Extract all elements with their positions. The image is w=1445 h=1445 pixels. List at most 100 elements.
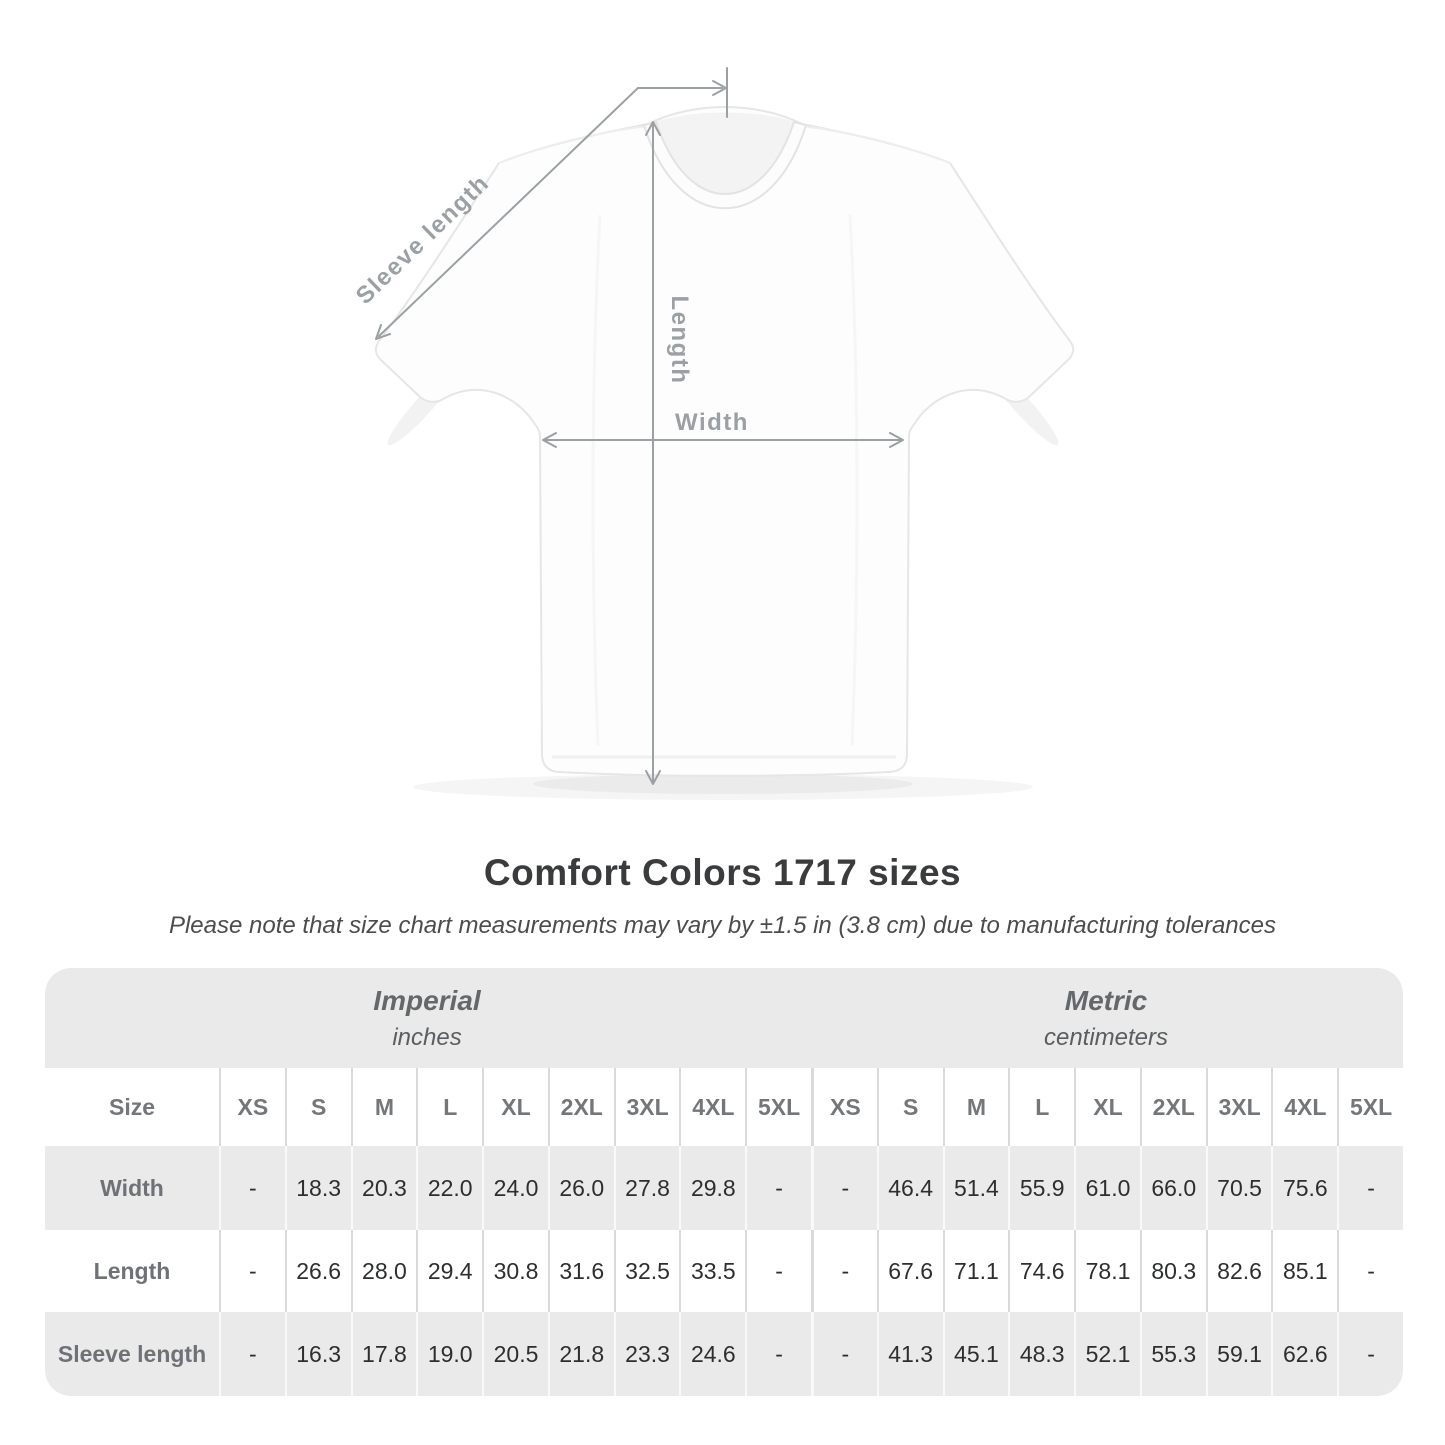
table-row-width: Width -18.3 20.3 22.0 24.0 26.0 27.8 29.8- -46.… [45, 1146, 1403, 1230]
size-value-cell: 27.8 [613, 1146, 680, 1230]
size-column-header: S [284, 1068, 351, 1146]
size-value-cell: 82.6 [1205, 1230, 1272, 1312]
size-column-header: XL [1074, 1068, 1140, 1146]
size-value-cell: 46.4 [876, 1146, 943, 1230]
size-value-cell: 21.8 [547, 1312, 614, 1396]
size-value-cell: - [745, 1146, 811, 1230]
size-value-cell: 30.8 [482, 1230, 548, 1312]
size-value-cell: 32.5 [613, 1230, 680, 1312]
imperial-title: Imperial [373, 984, 481, 1016]
size-header-row: Size XS S M L XL 2XL 3XL 4XL 5XL XS S M L XL 2XL 3XL 4XL… [45, 1068, 1403, 1146]
metric-unit: centimeters [1043, 1023, 1169, 1051]
size-column-header: 4XL [1271, 1068, 1337, 1146]
page-title: Comfort Colors 1717 sizes [483, 852, 962, 893]
size-column-header: XS [219, 1068, 285, 1146]
width-arrow [542, 432, 904, 448]
width-label: Width [675, 409, 749, 436]
size-column-header: XS [811, 1068, 877, 1146]
size-column-header: S [876, 1068, 943, 1146]
imperial-section-header: Imperial inches [45, 968, 809, 1068]
size-value-cell: 85.1 [1271, 1230, 1337, 1312]
size-column-header: 2XL [1139, 1068, 1206, 1146]
size-value-cell: 26.6 [284, 1230, 351, 1312]
size-value-cell: 67.6 [876, 1230, 943, 1312]
size-column-header: M [942, 1068, 1009, 1146]
size-header-label: Size [108, 1093, 156, 1120]
size-value-cell: 52.1 [1074, 1312, 1140, 1396]
tshirt-illustration [374, 106, 1075, 777]
size-value-cell: 17.8 [350, 1312, 417, 1396]
neck-opening [652, 112, 798, 196]
metric-title: Metric [1064, 984, 1148, 1016]
size-value-cell: 20.3 [350, 1146, 417, 1230]
size-value-cell: 62.6 [1271, 1312, 1337, 1396]
size-column-header: M [350, 1068, 417, 1146]
size-value-cell: 74.6 [1008, 1230, 1074, 1312]
size-value-cell: 66.0 [1139, 1146, 1206, 1230]
unit-section-band: Imperial inches Metric centimeters [45, 968, 1403, 1068]
size-column-header: L [1008, 1068, 1074, 1146]
size-value-cell: - [745, 1230, 811, 1312]
size-column-header: 5XL [1337, 1068, 1403, 1146]
size-value-cell: 24.0 [482, 1146, 548, 1230]
size-value-cell: 20.5 [482, 1312, 548, 1396]
size-value-cell: - [219, 1312, 285, 1396]
size-value-cell: 33.5 [679, 1230, 745, 1312]
size-value-cell: 59.1 [1205, 1312, 1272, 1396]
metric-section-header: Metric centimeters [809, 968, 1403, 1068]
table-row-length: Length -26.6 28.0 29.4 30.8 31.6 32.5 33.5- -67… [45, 1230, 1403, 1312]
size-value-cell: 18.3 [284, 1146, 351, 1230]
size-value-cell: 23.3 [613, 1312, 680, 1396]
size-value-cell: 55.3 [1139, 1312, 1206, 1396]
size-value-cell: - [1337, 1230, 1403, 1312]
size-value-cell: - [745, 1312, 811, 1396]
size-value-cell: 16.3 [284, 1312, 351, 1396]
size-value-cell: 78.1 [1074, 1230, 1140, 1312]
size-value-cell: - [1337, 1312, 1403, 1396]
size-value-cell: 29.8 [679, 1146, 745, 1230]
size-value-cell: 26.0 [547, 1146, 614, 1230]
size-table: Imperial inches Metric centimeters Size … [45, 968, 1403, 1396]
size-value-cell: 29.4 [416, 1230, 482, 1312]
collar-band [642, 120, 808, 210]
size-column-header: 5XL [745, 1068, 811, 1146]
size-value-cell: 45.1 [942, 1312, 1009, 1396]
size-value-cell: - [1337, 1146, 1403, 1230]
size-value-cell: 41.3 [876, 1312, 943, 1396]
size-value-cell: 24.6 [679, 1312, 745, 1396]
table-row-sleeve-length: Sleeve length -16.3 17.8 19.0 20.5 21.8 23.3 2… [45, 1312, 1403, 1396]
size-value-cell: - [219, 1230, 285, 1312]
length-arrow [645, 121, 661, 785]
size-value-cell: - [811, 1230, 877, 1312]
row-label-length: Length [93, 1257, 171, 1284]
shirt-shadow [387, 362, 1059, 800]
size-column-header: 3XL [613, 1068, 680, 1146]
tolerance-note: Please note that size chart measurements… [168, 912, 1277, 939]
size-column-header: 3XL [1205, 1068, 1272, 1146]
size-value-cell: 61.0 [1074, 1146, 1140, 1230]
size-value-cell: 28.0 [350, 1230, 417, 1312]
size-value-cell: 71.1 [942, 1230, 1009, 1312]
size-value-cell: 55.9 [1008, 1146, 1074, 1230]
size-value-cell: 75.6 [1271, 1146, 1337, 1230]
size-value-cell: - [811, 1312, 877, 1396]
imperial-unit: inches [392, 1023, 462, 1051]
size-column-header: 2XL [547, 1068, 614, 1146]
size-column-header: 4XL [679, 1068, 745, 1146]
size-value-cell: - [811, 1146, 877, 1230]
length-label: Length [666, 296, 693, 385]
size-value-cell: 51.4 [942, 1146, 1009, 1230]
size-value-cell: - [219, 1146, 285, 1230]
size-column-header: L [416, 1068, 482, 1146]
size-column-header: XL [482, 1068, 548, 1146]
size-value-cell: 31.6 [547, 1230, 614, 1312]
tshirt-measurement-diagram: Sleeve length Length Width [350, 67, 1075, 800]
sleeve-length-arrow [375, 67, 728, 340]
size-value-cell: 22.0 [416, 1146, 482, 1230]
row-label-width: Width [100, 1174, 164, 1201]
size-value-cell: 80.3 [1139, 1230, 1206, 1312]
size-value-cell: 70.5 [1205, 1146, 1272, 1230]
size-value-cell: 48.3 [1008, 1312, 1074, 1396]
size-value-cell: 19.0 [416, 1312, 482, 1396]
